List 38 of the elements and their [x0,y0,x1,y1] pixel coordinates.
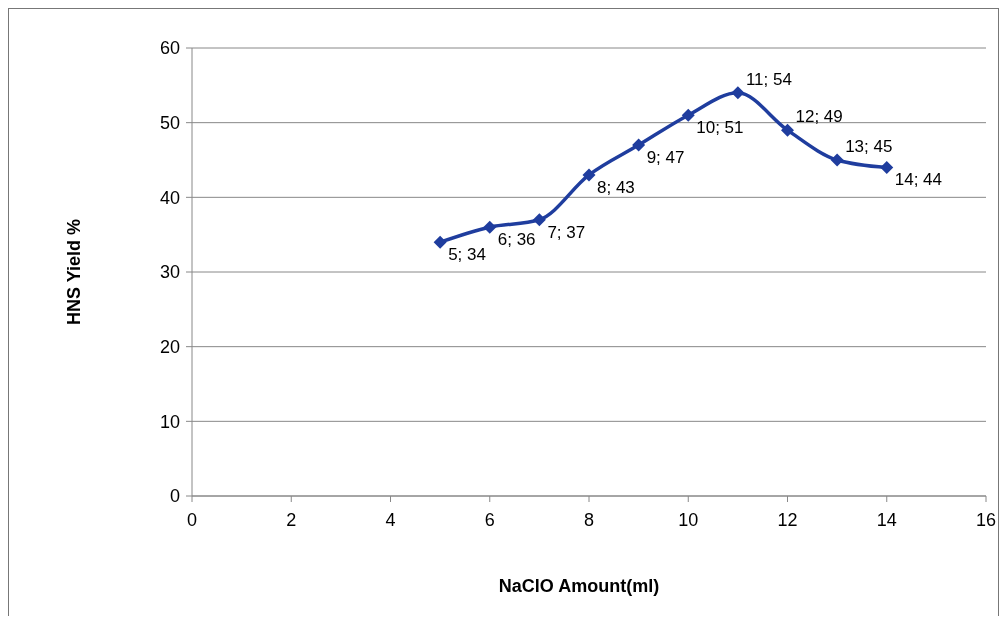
data-label: 6; 36 [497,230,536,250]
x-tick-label: 14 [876,510,897,530]
x-tick-label: 4 [385,510,396,530]
x-tick-label: 8 [583,510,595,530]
x-tick-label: 0 [186,510,198,530]
x-axis-title: NaClO Amount(ml) [498,576,660,596]
y-tick-label: 50 [159,112,180,133]
data-label: 11; 54 [745,69,792,89]
data-label: 13; 45 [845,137,893,156]
x-tick-label: 6 [484,510,495,530]
data-label: 9; 47 [646,148,685,168]
point [582,168,596,182]
point [781,123,794,137]
data-label: 14; 44 [894,170,943,190]
x-tick-label: 16 [975,510,997,530]
point [681,108,695,122]
point [483,220,497,234]
point [433,235,447,249]
x-tick-label: 12 [777,510,798,530]
data-label: 8; 43 [597,177,635,197]
data-label: 12; 49 [795,107,843,127]
y-tick-label: 30 [159,262,180,283]
x-tick-label: 2 [286,510,297,530]
y-axis-title: HNS Yield % [64,218,84,326]
point [632,138,646,152]
y-tick-label: 60 [159,38,180,59]
y-tick-label: 10 [159,411,180,432]
data-label: 10; 51 [696,118,744,138]
point [830,153,844,167]
data-label: 7; 37 [547,222,586,242]
y-tick-label: 40 [159,187,180,208]
point [880,160,894,174]
point [532,213,546,227]
data-label: 5; 34 [448,245,486,265]
y-tick-label: 0 [169,486,180,507]
x-tick-label: 10 [678,510,699,530]
y-tick-label: 20 [159,336,180,357]
point [731,86,745,100]
